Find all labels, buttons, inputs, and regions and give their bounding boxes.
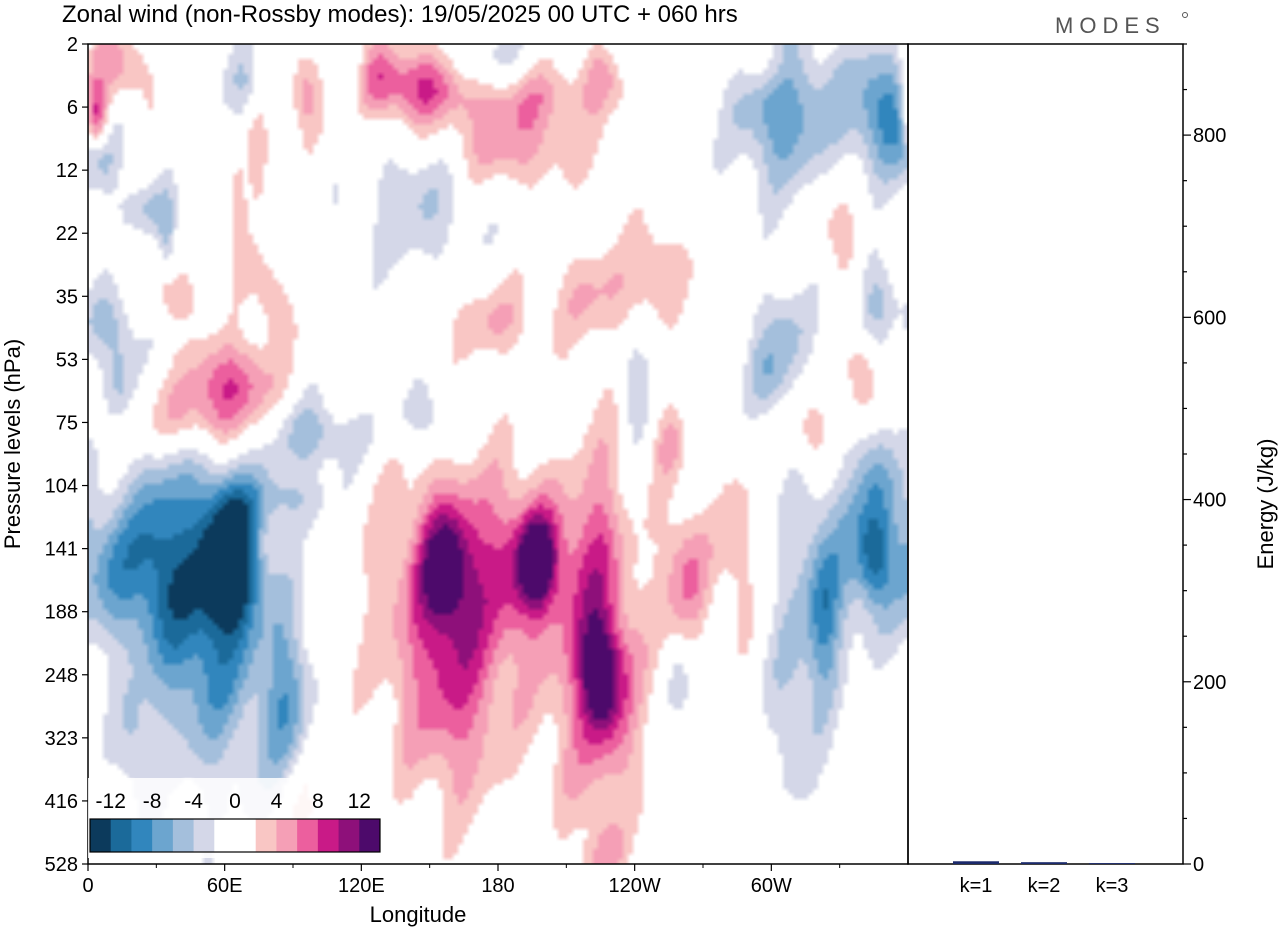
y-tick-label: 248: [45, 665, 78, 687]
colorbar-swatch: [90, 819, 112, 852]
colorbar-swatch: [276, 819, 298, 852]
colorbar-label: -8: [143, 790, 162, 813]
colorbar-swatch: [317, 819, 340, 852]
colorbar-frame: [89, 818, 381, 853]
x-tick-label: 0: [82, 875, 93, 897]
y-tick-label: 53: [56, 349, 78, 371]
colorbar-swatch: [131, 819, 153, 852]
colorbar-label: 0: [229, 790, 241, 813]
y-tick-label: 323: [45, 728, 78, 750]
y-tick-label: 6: [67, 97, 78, 119]
modes-logo: MODES: [1055, 13, 1166, 38]
energy-axis-label: Energy (J/kg): [1253, 439, 1278, 570]
energy-category-label: k=2: [1028, 875, 1061, 897]
colorbar-swatch: [110, 819, 132, 852]
energy-bar-chart: 0 200 400 600 800 Energy (J/kg) k=1 k=2 k=3: [907, 43, 1278, 897]
energy-tick-label: 0: [1193, 854, 1204, 876]
energy-tick-label: 600: [1193, 307, 1226, 329]
colorbar-label: 8: [312, 790, 324, 813]
colorbar-label: -4: [184, 790, 203, 813]
colorbar-label: 4: [271, 790, 283, 813]
energy-tick-label: 200: [1193, 672, 1226, 694]
x-tick-label: 120E: [338, 875, 385, 897]
y-tick-label: 141: [45, 539, 78, 561]
x-tick-label: 120W: [609, 875, 661, 897]
energy-tick-label: 400: [1193, 490, 1226, 512]
colorbar-swatch: [193, 819, 215, 852]
y-tick-label: 416: [45, 791, 78, 813]
y-tick-label: 12: [56, 160, 78, 182]
heatmap-field: [88, 44, 908, 864]
colorbar-swatch: [172, 819, 195, 852]
colorbar-swatch: [235, 819, 257, 852]
x-tick-label: 180: [481, 875, 514, 897]
y-tick-label: 2: [67, 34, 78, 56]
colorbar-swatch: [255, 819, 277, 852]
y-axis-label: Pressure levels (hPa): [0, 339, 25, 549]
colorbar-swatch: [152, 819, 174, 852]
energy-bar: [953, 861, 999, 864]
y-tick-label: 104: [45, 476, 78, 498]
y-tick-label: 75: [56, 412, 78, 434]
energy-category-label: k=3: [1096, 875, 1129, 897]
colorbar-swatch: [214, 819, 236, 852]
energy-bar: [1089, 863, 1135, 864]
colorbar-swatch: [338, 819, 360, 852]
y-tick-label: 35: [56, 286, 78, 308]
chart-title: Zonal wind (non-Rossby modes): 19/05/202…: [62, 1, 738, 28]
energy-bar: [1021, 862, 1067, 864]
x-tick-label: 60E: [207, 875, 243, 897]
y-tick-label: 188: [45, 602, 78, 624]
x-axis-label: Longitude: [370, 902, 467, 927]
colorbar-label: 12: [348, 790, 371, 813]
logo-trademark-icon: [1182, 12, 1188, 18]
bar-frame: [907, 43, 1184, 865]
y-tick-label: 22: [56, 223, 78, 245]
colorbar-swatch: [359, 819, 381, 852]
energy-category-label: k=1: [960, 875, 993, 897]
y-tick-label: 528: [45, 854, 78, 876]
colorbar-swatch: [297, 819, 319, 852]
colorbar-label: -12: [96, 790, 126, 813]
x-tick-label: 60W: [751, 875, 792, 897]
energy-tick-label: 800: [1193, 125, 1226, 147]
colorbar-legend: -12 -8 -4 0 4 8 12: [88, 778, 382, 858]
